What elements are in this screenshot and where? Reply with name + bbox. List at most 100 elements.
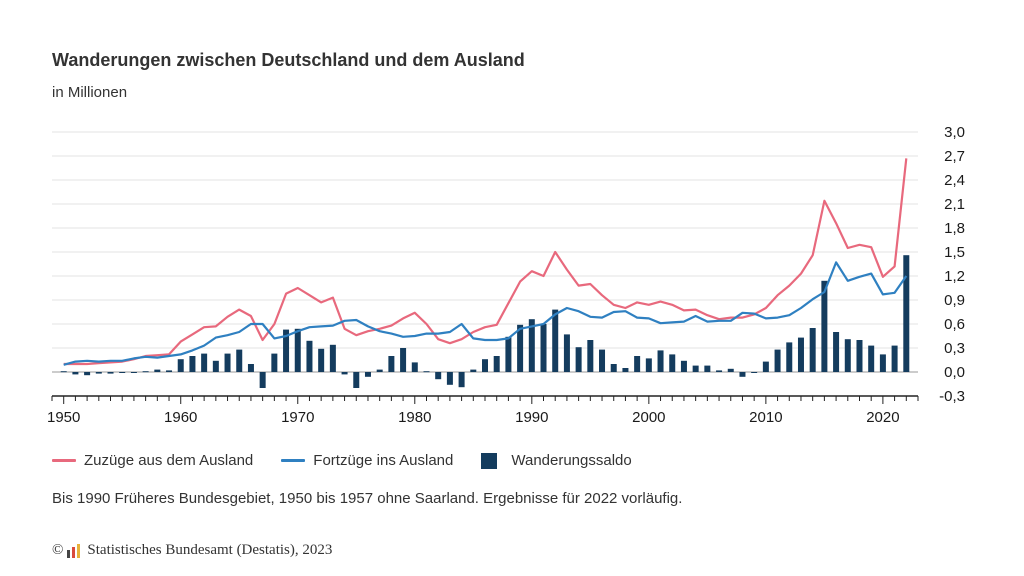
saldo-bar [844, 339, 851, 372]
saldo-bar [727, 368, 734, 372]
saldo-bar [400, 348, 407, 372]
x-tick-label: 2000 [632, 409, 665, 426]
saldo-bar [821, 280, 828, 372]
saldo-bar [423, 371, 430, 373]
saldo-bar [60, 371, 67, 373]
saldo-bar [493, 356, 500, 372]
y-tick-label: 3,0 [944, 124, 965, 141]
saldo-bar [119, 372, 126, 373]
saldo-bar [177, 359, 184, 372]
saldo-bar [680, 360, 687, 372]
saldo-bar [224, 353, 231, 372]
y-tick-label: 0,0 [944, 364, 965, 381]
saldo-bar [563, 334, 570, 372]
copyright-symbol: © [52, 542, 64, 558]
saldo-bar [329, 344, 336, 372]
x-tick-label: 2020 [866, 409, 899, 426]
saldo-bar [891, 345, 898, 372]
legend-item-zuzuege[interactable]: Zuzüge aus dem Ausland [52, 452, 253, 469]
y-tick-label: 0,9 [944, 292, 965, 309]
legend: Zuzüge aus dem Ausland Fortzüge ins Ausl… [52, 452, 660, 469]
saldo-bar [716, 370, 723, 372]
destatis-logo-icon [67, 543, 81, 558]
saldo-bar [376, 369, 383, 372]
legend-item-saldo[interactable]: Wanderungssaldo [481, 452, 632, 469]
saldo-bar [130, 372, 137, 373]
saldo-bar [692, 365, 699, 372]
saldo-bar [154, 369, 161, 372]
saldo-bar [704, 365, 711, 372]
saldo-bar [189, 356, 196, 372]
y-tick-label: 0,6 [944, 316, 965, 333]
saldo-bar [142, 371, 149, 373]
x-tick-label: 1990 [515, 409, 548, 426]
saldo-bar [868, 345, 875, 372]
y-tick-label: 0,3 [944, 340, 965, 357]
x-tick-label: 1980 [398, 409, 431, 426]
saldo-bar [84, 372, 91, 376]
saldo-bar [786, 342, 793, 372]
saldo-bar [833, 332, 840, 372]
saldo-bar [201, 353, 208, 372]
saldo-bar [856, 340, 863, 372]
axes: 3,0 2,7 2,4 2,1 1,8 1,5 1,2 0,9 0,6 0,3 0,0 -0,3 195… [47, 124, 965, 426]
saldo-bar [341, 372, 348, 375]
legend-swatch-zuzuege [52, 459, 76, 462]
saldo-bar [107, 372, 114, 374]
migration-chart: 3,0 2,7 2,4 2,1 1,8 1,5 1,2 0,9 0,6 0,3 0,0 -0,3 195… [47, 124, 965, 426]
saldo-bar [751, 372, 758, 373]
legend-swatch-fortzuege [281, 459, 306, 462]
saldo-bar [575, 347, 582, 372]
y-tick-label: 1,8 [944, 220, 965, 237]
x-tick-label: 2010 [749, 409, 782, 426]
saldo-bar [599, 349, 606, 372]
x-tick-label: 1970 [281, 409, 314, 426]
saldo-bar [353, 372, 360, 388]
saldo-bar [271, 353, 278, 372]
saldo-bar [388, 356, 395, 372]
saldo-bar [446, 372, 453, 385]
saldo-bar [283, 329, 290, 372]
flow-lines [63, 158, 908, 366]
saldo-bar [247, 364, 254, 372]
source-text: Statistisches Bundesamt (Destatis), 2023 [87, 542, 333, 558]
saldo-bar [318, 348, 325, 372]
legend-item-fortzuege[interactable]: Fortzüge ins Ausland [281, 452, 453, 469]
saldo-bar [552, 309, 559, 372]
saldo-bar [528, 319, 535, 372]
saldo-bar [95, 372, 102, 374]
saldo-bar [610, 364, 617, 372]
legend-swatch-saldo [481, 452, 498, 469]
saldo-bar [364, 372, 371, 377]
saldo-bar [587, 340, 594, 372]
chart-subtitle: in Millionen [52, 84, 128, 101]
saldo-bar [762, 361, 769, 372]
saldo-bar [517, 324, 524, 372]
saldo-bar [306, 340, 313, 372]
saldo-bar [166, 370, 173, 372]
saldo-bar [903, 255, 910, 372]
saldo-bar [435, 372, 442, 380]
x-tick-label: 1950 [47, 409, 80, 426]
chart-title: Wanderungen zwischen Deutschland und dem… [52, 50, 525, 70]
saldo-bar [236, 349, 243, 372]
saldo-bar [879, 354, 886, 372]
saldo-bar [482, 359, 488, 372]
saldo-bar [774, 349, 781, 372]
saldo-bar [72, 372, 79, 375]
saldo-bar [657, 350, 664, 372]
y-tick-label: 2,4 [944, 172, 965, 189]
legend-label-zuzuege: Zuzüge aus dem Ausland [84, 452, 254, 469]
footnote: Bis 1990 Früheres Bundesgebiet, 1950 bis… [52, 490, 683, 507]
y-tick-label: 1,2 [944, 268, 965, 285]
saldo-bar [212, 360, 219, 372]
saldo-bars [60, 255, 910, 388]
y-tick-label: 2,1 [944, 196, 965, 213]
saldo-bar [470, 369, 477, 372]
saldo-bar [645, 358, 652, 372]
y-tick-label: -0,3 [939, 388, 965, 405]
saldo-bar [458, 372, 465, 388]
saldo-bar [739, 372, 746, 377]
y-tick-label: 1,5 [944, 244, 965, 261]
saldo-bar [634, 356, 641, 372]
